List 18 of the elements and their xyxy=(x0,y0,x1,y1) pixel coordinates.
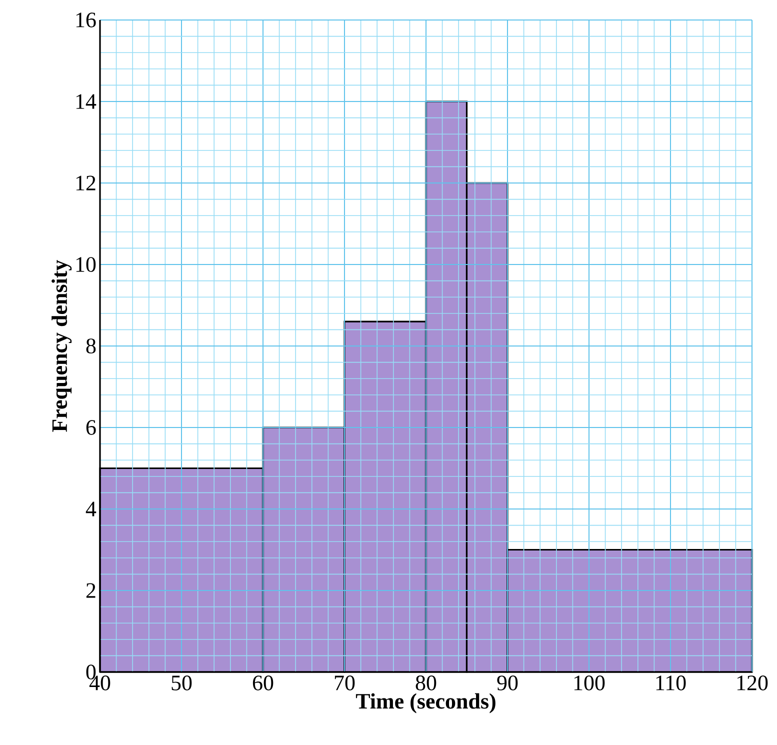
x-tick-label: 70 xyxy=(334,676,355,690)
y-tick-label: 4 xyxy=(86,502,96,516)
x-tick-label: 110 xyxy=(656,676,686,690)
y-tick-label: 10 xyxy=(76,257,96,272)
y-axis-title: Frequency density xyxy=(52,260,72,432)
y-tick-label: 6 xyxy=(86,420,96,435)
y-tick-label: 14 xyxy=(76,94,96,109)
y-tick-label: 8 xyxy=(86,338,96,354)
x-tick-label: 90 xyxy=(497,676,518,690)
x-tick-label: 100 xyxy=(574,676,605,690)
x-tick-label: 50 xyxy=(172,676,192,690)
y-tick-label: 12 xyxy=(76,176,96,190)
y-tick-label: 2 xyxy=(86,583,96,598)
x-tick-label: 60 xyxy=(252,676,274,690)
x-tick-label: 120 xyxy=(737,676,768,690)
x-axis-title: Time (seconds) xyxy=(356,693,496,714)
y-tick-label: 16 xyxy=(76,12,96,28)
x-tick-label: 80 xyxy=(416,676,436,690)
